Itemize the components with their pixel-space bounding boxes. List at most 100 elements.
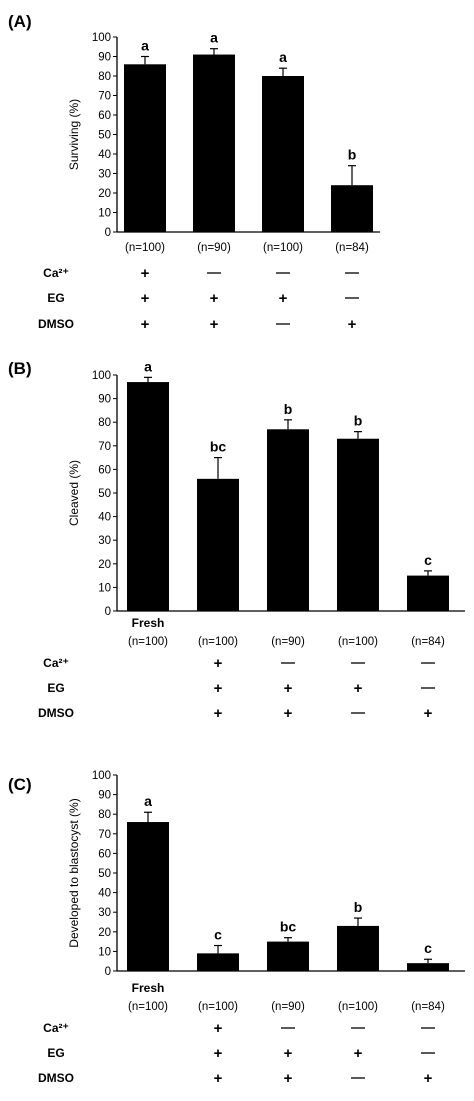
y-tick-label: 90 xyxy=(98,790,111,802)
y-tick-label: 80 xyxy=(98,417,111,429)
category-label: (n=90) xyxy=(271,636,305,648)
treatment-plus-mark: + xyxy=(279,290,288,307)
treatment-plus-mark: + xyxy=(424,1070,433,1087)
bar xyxy=(262,76,304,232)
y-tick-label: 70 xyxy=(98,829,111,841)
y-tick-label: 90 xyxy=(98,394,111,406)
y-tick-label: 30 xyxy=(98,169,111,181)
y-tick-label: 40 xyxy=(98,888,111,900)
treatment-plus-mark: + xyxy=(284,680,293,697)
treatment-plus-mark: + xyxy=(284,1045,293,1062)
treatment-plus-mark: + xyxy=(214,1045,223,1062)
treatment-plus-mark: + xyxy=(141,290,150,307)
significance-letter: a xyxy=(210,30,218,46)
significance-letter: b xyxy=(354,899,363,915)
y-tick-label: 100 xyxy=(92,770,111,782)
significance-letter: a xyxy=(144,358,152,374)
y-tick-label: 20 xyxy=(98,188,111,200)
category-label: (n=100) xyxy=(198,1001,238,1013)
chart-panel-a: (A) 0 10 20 30 40 50 60 70 80 90 100 Surviving (%) a (… xyxy=(8,12,380,333)
significance-letter: bc xyxy=(280,919,297,935)
category-label: (n=84) xyxy=(411,1001,445,1013)
bar xyxy=(124,64,166,232)
category-label: (n=100) xyxy=(263,242,303,254)
y-tick-label: 10 xyxy=(98,208,111,220)
y-axis-label: Developed to blastocyst (%) xyxy=(67,798,81,947)
y-tick-label: 80 xyxy=(98,71,111,83)
treatment-name: EG xyxy=(47,1046,64,1060)
category-label: (n=100) xyxy=(198,636,238,648)
bar xyxy=(407,575,449,611)
treatment-name: Ca²⁺ xyxy=(43,266,69,280)
significance-letter: a xyxy=(144,793,152,809)
treatment-plus-mark: + xyxy=(141,316,150,333)
bar xyxy=(127,382,169,611)
category-label: (n=90) xyxy=(197,242,231,254)
y-tick-label: 0 xyxy=(105,227,111,239)
treatment-name: EG xyxy=(47,291,64,305)
category-label: (n=100) xyxy=(338,1001,378,1013)
y-tick-label: 20 xyxy=(98,559,111,571)
treatment-plus-mark: + xyxy=(348,316,357,333)
y-tick-label: 0 xyxy=(105,966,111,978)
panel-label: (B) xyxy=(8,359,32,378)
treatment-plus-mark: + xyxy=(214,705,223,722)
treatment-plus-mark: + xyxy=(210,316,219,333)
y-tick-label: 80 xyxy=(98,809,111,821)
significance-letter: b xyxy=(348,147,357,163)
treatment-name: Ca²⁺ xyxy=(43,1021,69,1035)
y-tick-label: 40 xyxy=(98,149,111,161)
y-tick-label: 100 xyxy=(92,32,111,44)
treatment-name: DMSO xyxy=(38,1071,74,1085)
chart-panel-c: (C) 0 10 20 30 40 50 60 70 80 90 100 Developed to bl… xyxy=(8,770,465,1087)
y-tick-label: 30 xyxy=(98,535,111,547)
y-tick-label: 60 xyxy=(98,464,111,476)
y-axis-label: Cleaved (%) xyxy=(67,460,81,526)
bar xyxy=(197,953,239,971)
y-tick-label: 100 xyxy=(92,370,111,382)
treatment-plus-mark: + xyxy=(214,655,223,672)
y-tick-label: 90 xyxy=(98,52,111,64)
bar xyxy=(267,941,309,971)
y-tick-label: 50 xyxy=(98,488,111,500)
category-label: (n=100) xyxy=(128,1001,168,1013)
chart-panel-b: (B) 0 10 20 30 40 50 60 70 80 90 100 Cleaved (%) a Fre… xyxy=(8,358,465,722)
y-tick-label: 50 xyxy=(98,130,111,142)
treatment-plus-mark: + xyxy=(284,1070,293,1087)
bar xyxy=(197,478,239,611)
y-axis-label: Surviving (%) xyxy=(67,99,81,170)
category-prefix-label: Fresh xyxy=(132,981,165,995)
y-tick-label: 50 xyxy=(98,868,111,880)
treatment-plus-mark: + xyxy=(424,705,433,722)
category-label: (n=100) xyxy=(125,242,165,254)
y-tick-label: 40 xyxy=(98,512,111,524)
treatment-plus-mark: + xyxy=(354,680,363,697)
bar xyxy=(193,54,235,232)
category-label: (n=90) xyxy=(271,1001,305,1013)
significance-letter: c xyxy=(424,940,432,956)
bar xyxy=(331,185,373,232)
treatment-name: Ca²⁺ xyxy=(43,656,69,670)
treatment-name: DMSO xyxy=(38,706,74,720)
bar xyxy=(337,925,379,971)
y-tick-label: 60 xyxy=(98,848,111,860)
treatment-plus-mark: + xyxy=(214,1020,223,1037)
y-tick-label: 70 xyxy=(98,91,111,103)
category-label: (n=84) xyxy=(411,636,445,648)
y-tick-label: 60 xyxy=(98,110,111,122)
category-label: (n=100) xyxy=(128,636,168,648)
bar xyxy=(267,429,309,611)
significance-letter: c xyxy=(214,927,222,943)
significance-letter: c xyxy=(424,552,432,568)
significance-letter: a xyxy=(279,49,287,65)
y-tick-label: 0 xyxy=(105,606,111,618)
significance-letter: bc xyxy=(210,439,227,455)
bar xyxy=(337,438,379,611)
treatment-plus-mark: + xyxy=(214,680,223,697)
bar xyxy=(407,963,449,971)
y-tick-label: 20 xyxy=(98,927,111,939)
y-tick-label: 10 xyxy=(98,946,111,958)
treatment-plus-mark: + xyxy=(214,1070,223,1087)
